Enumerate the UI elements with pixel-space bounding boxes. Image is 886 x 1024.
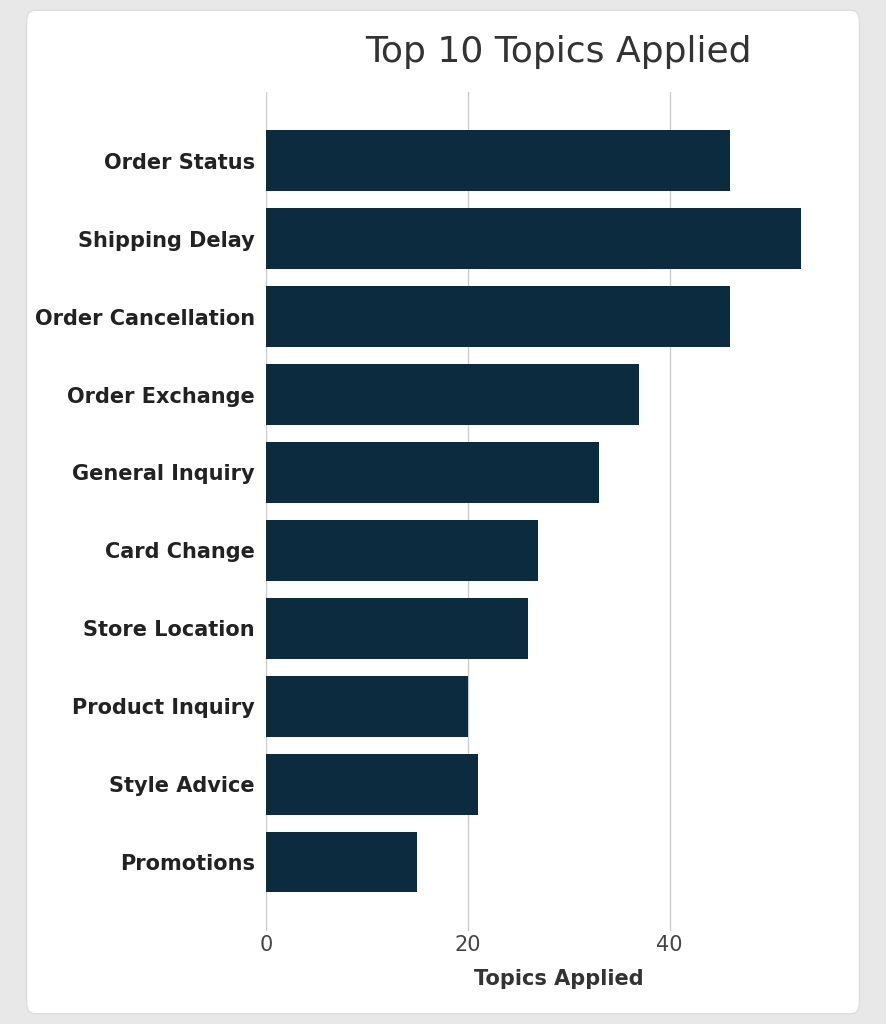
Title: Top 10 Topics Applied: Top 10 Topics Applied: [365, 35, 752, 69]
Bar: [266, 831, 417, 893]
Bar: [266, 520, 539, 581]
Bar: [266, 365, 640, 425]
Bar: [266, 287, 730, 347]
Bar: [266, 442, 599, 503]
Bar: [266, 754, 478, 814]
Bar: [266, 130, 730, 191]
Bar: [266, 598, 528, 658]
Bar: [266, 676, 468, 736]
Bar: [266, 208, 801, 269]
X-axis label: Topics Applied: Topics Applied: [474, 970, 643, 989]
